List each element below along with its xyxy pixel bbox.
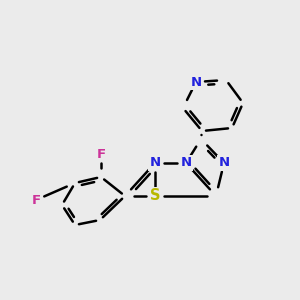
Text: F: F <box>96 148 106 160</box>
Text: N: N <box>190 76 202 88</box>
Text: N: N <box>180 157 192 169</box>
Text: N: N <box>149 157 161 169</box>
Text: N: N <box>218 157 230 169</box>
Text: S: S <box>150 188 160 203</box>
Text: F: F <box>32 194 40 206</box>
